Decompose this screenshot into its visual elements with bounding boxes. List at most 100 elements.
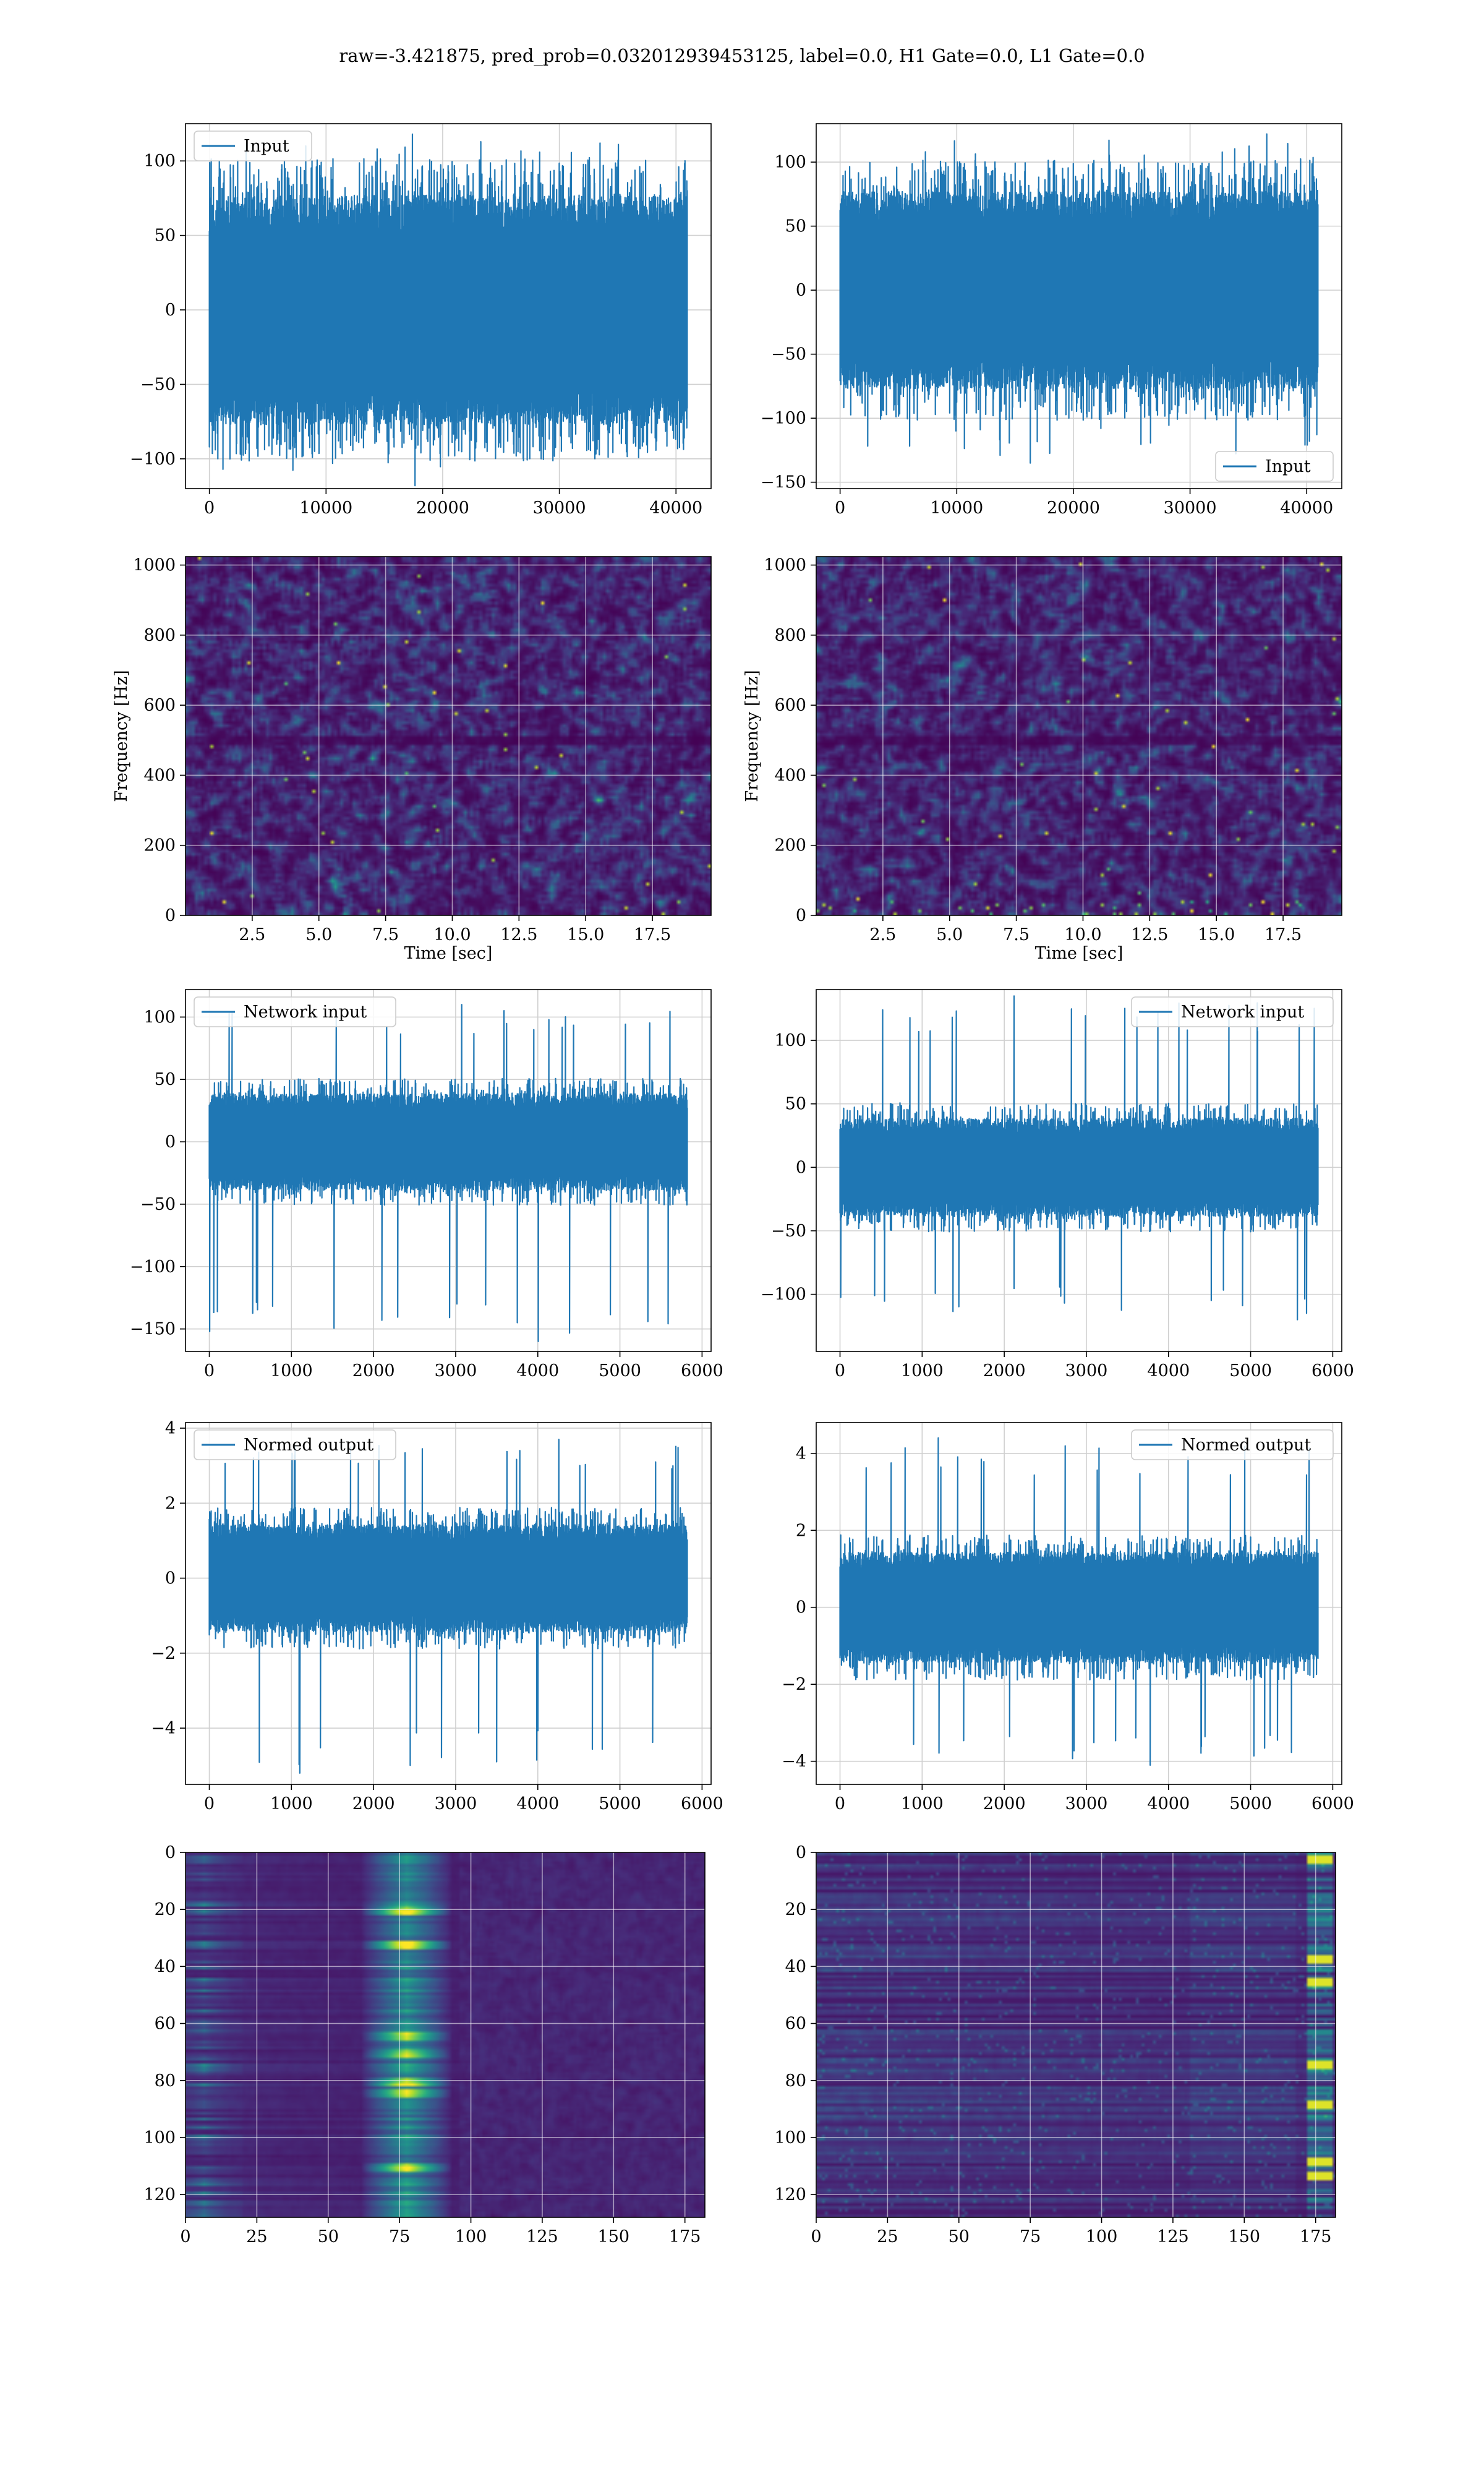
- y-tick-label: 120: [774, 2185, 806, 2204]
- legend: Network input: [194, 996, 396, 1027]
- y-tick-label: 60: [785, 2014, 806, 2034]
- axes-frame: [185, 1852, 706, 2218]
- x-tick-label: 6000: [1311, 1361, 1354, 1380]
- y-tick-label: 100: [774, 153, 806, 172]
- x-tick-label: 10.0: [1064, 925, 1101, 944]
- legend-box: [1131, 1429, 1334, 1460]
- x-tick-label: 3000: [1065, 1794, 1108, 1813]
- y-tick-label: 800: [774, 626, 806, 645]
- x-tick-label: 0: [204, 1361, 215, 1380]
- y-tick-label: 100: [143, 152, 176, 171]
- y-axis-label: Frequency [Hz]: [743, 670, 762, 802]
- x-tick-label: 20000: [1047, 499, 1100, 518]
- x-tick-label: 7.5: [372, 925, 399, 944]
- x-tick-label: 125: [1157, 2227, 1189, 2246]
- legend-box: [1215, 451, 1334, 482]
- x-tick-label: 0: [835, 499, 845, 518]
- x-tick-label: 6000: [681, 1361, 723, 1380]
- legend-label: Normed output: [1181, 1436, 1311, 1455]
- y-tick-label: 20: [785, 1900, 806, 1919]
- x-tick-label: 12.5: [500, 925, 537, 944]
- axes-frame: [185, 123, 712, 489]
- y-tick-label: −2: [782, 1675, 806, 1694]
- x-tick-label: 150: [598, 2227, 630, 2246]
- y-tick-label: 4: [796, 1444, 806, 1463]
- legend-box: [1131, 996, 1334, 1027]
- legend-label: Input: [1265, 457, 1311, 476]
- legend-box: [194, 131, 312, 161]
- y-tick-label: 200: [143, 836, 176, 855]
- y-tick-label: 40: [155, 1957, 176, 1976]
- x-tick-label: 17.5: [634, 925, 671, 944]
- y-tick-label: 50: [155, 1070, 176, 1089]
- axes-frame: [816, 989, 1342, 1352]
- heatmap-raster: [816, 1852, 1336, 2217]
- heatmap-raster: [186, 557, 711, 915]
- axes-frame: [816, 556, 1342, 916]
- x-axis-label: Time [sec]: [1035, 944, 1124, 963]
- legend-label: Normed output: [244, 1436, 373, 1455]
- y-tick-label: 40: [785, 1957, 806, 1976]
- y-tick-label: 120: [143, 2185, 176, 2204]
- y-tick-label: −100: [761, 1285, 806, 1304]
- y-tick-label: −50: [771, 1222, 806, 1241]
- legend: Network input: [1131, 996, 1334, 1027]
- series-trace: [839, 1437, 1319, 1766]
- legend: Input: [1215, 451, 1334, 482]
- legend-label: Input: [244, 137, 289, 156]
- legend: Normed output: [1131, 1429, 1334, 1460]
- y-tick-label: 200: [774, 836, 806, 855]
- y-tick-label: −100: [761, 409, 806, 428]
- y-tick-label: 50: [155, 226, 176, 246]
- heatmap-spectrogram-h1: 2.5 5.0 7.5 10.0 12.5 15.0 17.5 0 200 400 600 800 10…: [112, 556, 712, 963]
- line-chart-input-h1: 0 10000 20000 30000 40000 −100 −50 0 50 100 Input: [130, 123, 712, 518]
- x-tick-label: 5000: [599, 1361, 641, 1380]
- y-tick-label: 400: [774, 766, 806, 785]
- x-tick-label: 0: [835, 1361, 845, 1380]
- y-tick-label: 1000: [764, 556, 806, 575]
- line-chart-normed-output-l1: 0 1000 2000 3000 4000 5000 6000 −4 −2 0 2 4 Normed o…: [782, 1422, 1354, 1813]
- legend-box: [194, 996, 396, 1027]
- y-tick-label: 800: [143, 626, 176, 645]
- y-tick-label: 100: [143, 2128, 176, 2147]
- y-tick-label: −4: [782, 1752, 806, 1771]
- x-tick-label: 2000: [352, 1794, 395, 1813]
- y-tick-label: 0: [796, 906, 806, 925]
- x-tick-label: 4000: [516, 1794, 559, 1813]
- heatmap-feature-map-l1: 0 25 50 75 100 125 150 175 0 20 40 60 80 100 120: [774, 1843, 1336, 2246]
- legend-label: Network input: [1181, 1003, 1304, 1022]
- y-tick-label: −100: [130, 450, 176, 469]
- x-tick-label: 4000: [516, 1361, 559, 1380]
- y-tick-label: 0: [165, 906, 176, 925]
- heatmap-raster: [816, 557, 1342, 915]
- heatmap-raster: [186, 1852, 705, 2217]
- y-tick-label: −2: [151, 1644, 176, 1663]
- x-tick-label: 7.5: [1003, 925, 1030, 944]
- heatmap-spectrogram-l1: 2.5 5.0 7.5 10.0 12.5 15.0 17.5 0 200 400 600 800 10…: [743, 556, 1342, 963]
- axes-frame: [816, 1422, 1342, 1785]
- x-tick-label: 17.5: [1264, 925, 1302, 944]
- x-tick-label: 30000: [1164, 499, 1217, 518]
- x-tick-label: 6000: [681, 1794, 723, 1813]
- legend: Normed output: [194, 1429, 396, 1460]
- y-tick-label: 80: [785, 2071, 806, 2091]
- x-tick-label: 2000: [352, 1361, 395, 1380]
- x-tick-label: 2000: [983, 1361, 1026, 1380]
- x-tick-label: 1000: [901, 1794, 944, 1813]
- x-axis-label: Time [sec]: [404, 944, 493, 963]
- x-tick-label: 40000: [649, 499, 702, 518]
- x-tick-label: 5000: [1229, 1361, 1272, 1380]
- y-tick-label: −4: [151, 1719, 176, 1738]
- x-tick-label: 125: [526, 2227, 558, 2246]
- x-tick-label: 30000: [533, 499, 586, 518]
- y-tick-label: 1000: [133, 556, 176, 575]
- x-tick-label: 0: [204, 1794, 215, 1813]
- y-tick-label: −50: [140, 1195, 176, 1214]
- x-tick-label: 25: [246, 2227, 267, 2246]
- y-tick-label: 0: [165, 1569, 176, 1588]
- y-tick-label: 0: [796, 281, 806, 300]
- x-tick-label: 3000: [435, 1361, 477, 1380]
- x-tick-label: 5.0: [936, 925, 963, 944]
- subplot-grid: 0 10000 20000 30000 40000−100−50050100Input0…: [112, 123, 1354, 2246]
